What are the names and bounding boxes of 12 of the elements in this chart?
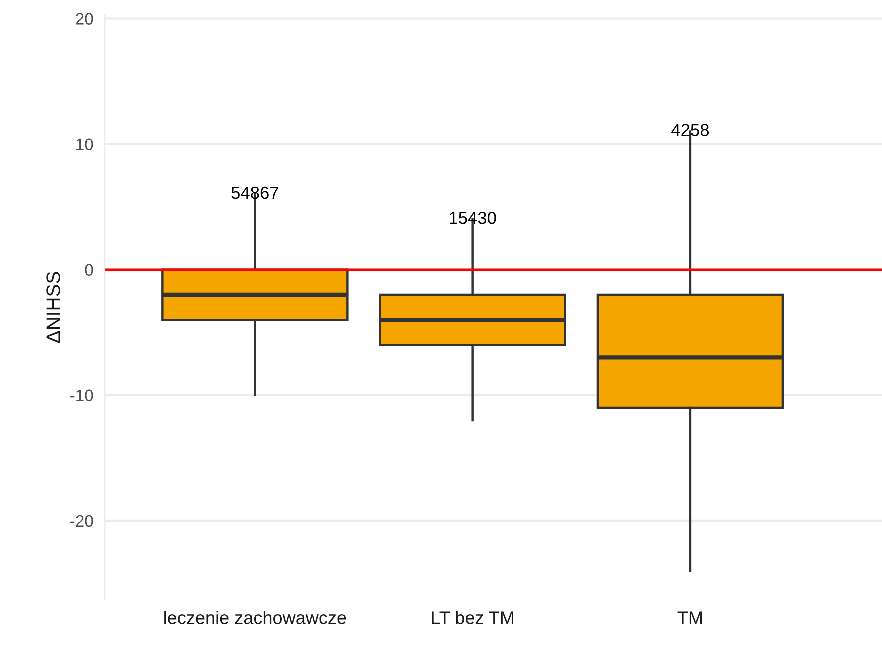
x-tick-label: leczenie zachowawcze	[164, 611, 346, 624]
annotation: 15430	[450, 212, 496, 224]
x-tick-label: LT bez TM	[432, 611, 514, 624]
y-tick-label: -20	[70, 515, 94, 528]
y-tick-label: -10	[70, 390, 94, 402]
y-tick-label: 0	[85, 264, 94, 276]
annotation: 54867	[232, 186, 278, 200]
y-tick-label: 10	[76, 138, 94, 151]
annotation: 4258	[672, 124, 710, 136]
y-tick-label: 20	[76, 13, 94, 25]
y-axis-title: ΔNIHSS	[46, 272, 60, 344]
x-tick-label: TM	[678, 612, 702, 624]
